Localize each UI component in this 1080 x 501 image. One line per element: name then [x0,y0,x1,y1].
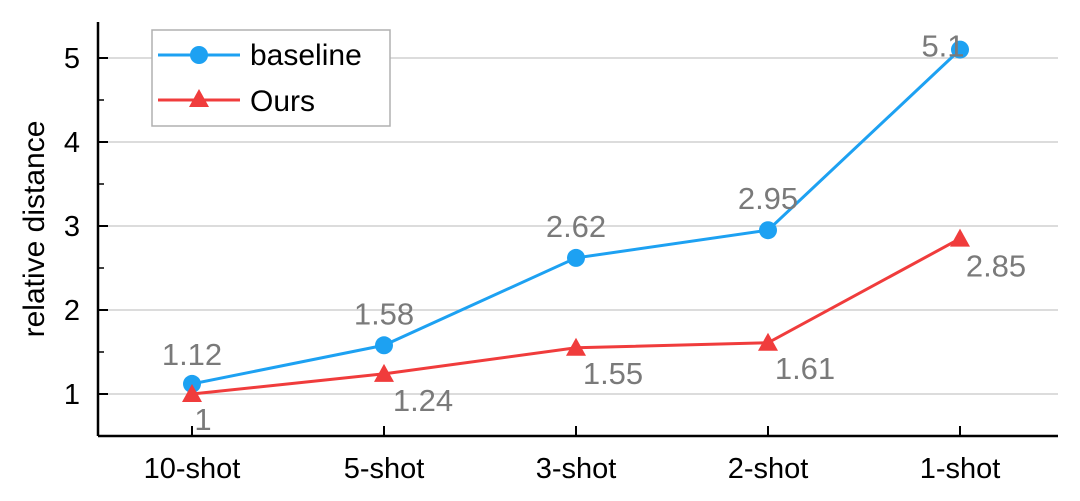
data-point-marker [758,332,778,351]
y-tick-label: 2 [64,295,80,327]
data-point-marker [567,248,585,267]
x-tick-label: 10-shot [144,453,241,485]
y-tick-label: 4 [64,127,80,159]
data-point-marker [951,40,969,59]
data-label: 1.55 [583,356,643,391]
data-point-marker [566,337,586,356]
data-labels: 1.12 1.58 2.62 2.95 5.1 1 1.24 1.55 1.61 2.85 [162,29,1026,437]
series-layer [182,40,970,402]
data-point-marker [374,363,394,382]
data-label: 2.62 [546,209,606,244]
data-point-marker [759,221,777,240]
x-tick-label: 2-shot [728,453,809,485]
legend-label-ours: Ours [250,85,315,118]
y-axis-title: relative distance [18,121,51,338]
data-label: 1.24 [393,383,453,418]
data-label: 1.12 [162,337,222,372]
data-point-marker [182,384,202,402]
data-label: 1.61 [775,351,835,386]
data-label: 1 [194,402,211,437]
legend-label-baseline: baseline [250,39,362,72]
data-label: 1.58 [354,296,414,331]
legend-marker-ours [189,89,209,107]
data-label: 2.95 [738,181,798,216]
x-tick-label: 3-shot [536,453,617,485]
y-tick-label: 3 [64,211,80,243]
legend-marker-baseline [190,46,208,64]
legend-box [151,29,391,127]
tick-labels: 1 2 3 4 5 10-shot 5-shot 3-shot 2-shot 1-shot [64,43,1000,485]
data-label: 5.1 [921,29,964,64]
legend: baseline Ours [151,29,391,127]
data-point-marker [183,374,201,393]
y-tick-label: 5 [64,43,80,75]
data-point-marker [950,228,970,247]
x-tick-label: 5-shot [344,453,425,485]
x-tick-label: 1-shot [920,453,1001,485]
data-point-marker [375,336,393,355]
axes [96,22,1058,438]
y-tick-label: 1 [64,379,80,411]
data-label: 2.85 [966,249,1026,284]
ticks [98,57,961,436]
